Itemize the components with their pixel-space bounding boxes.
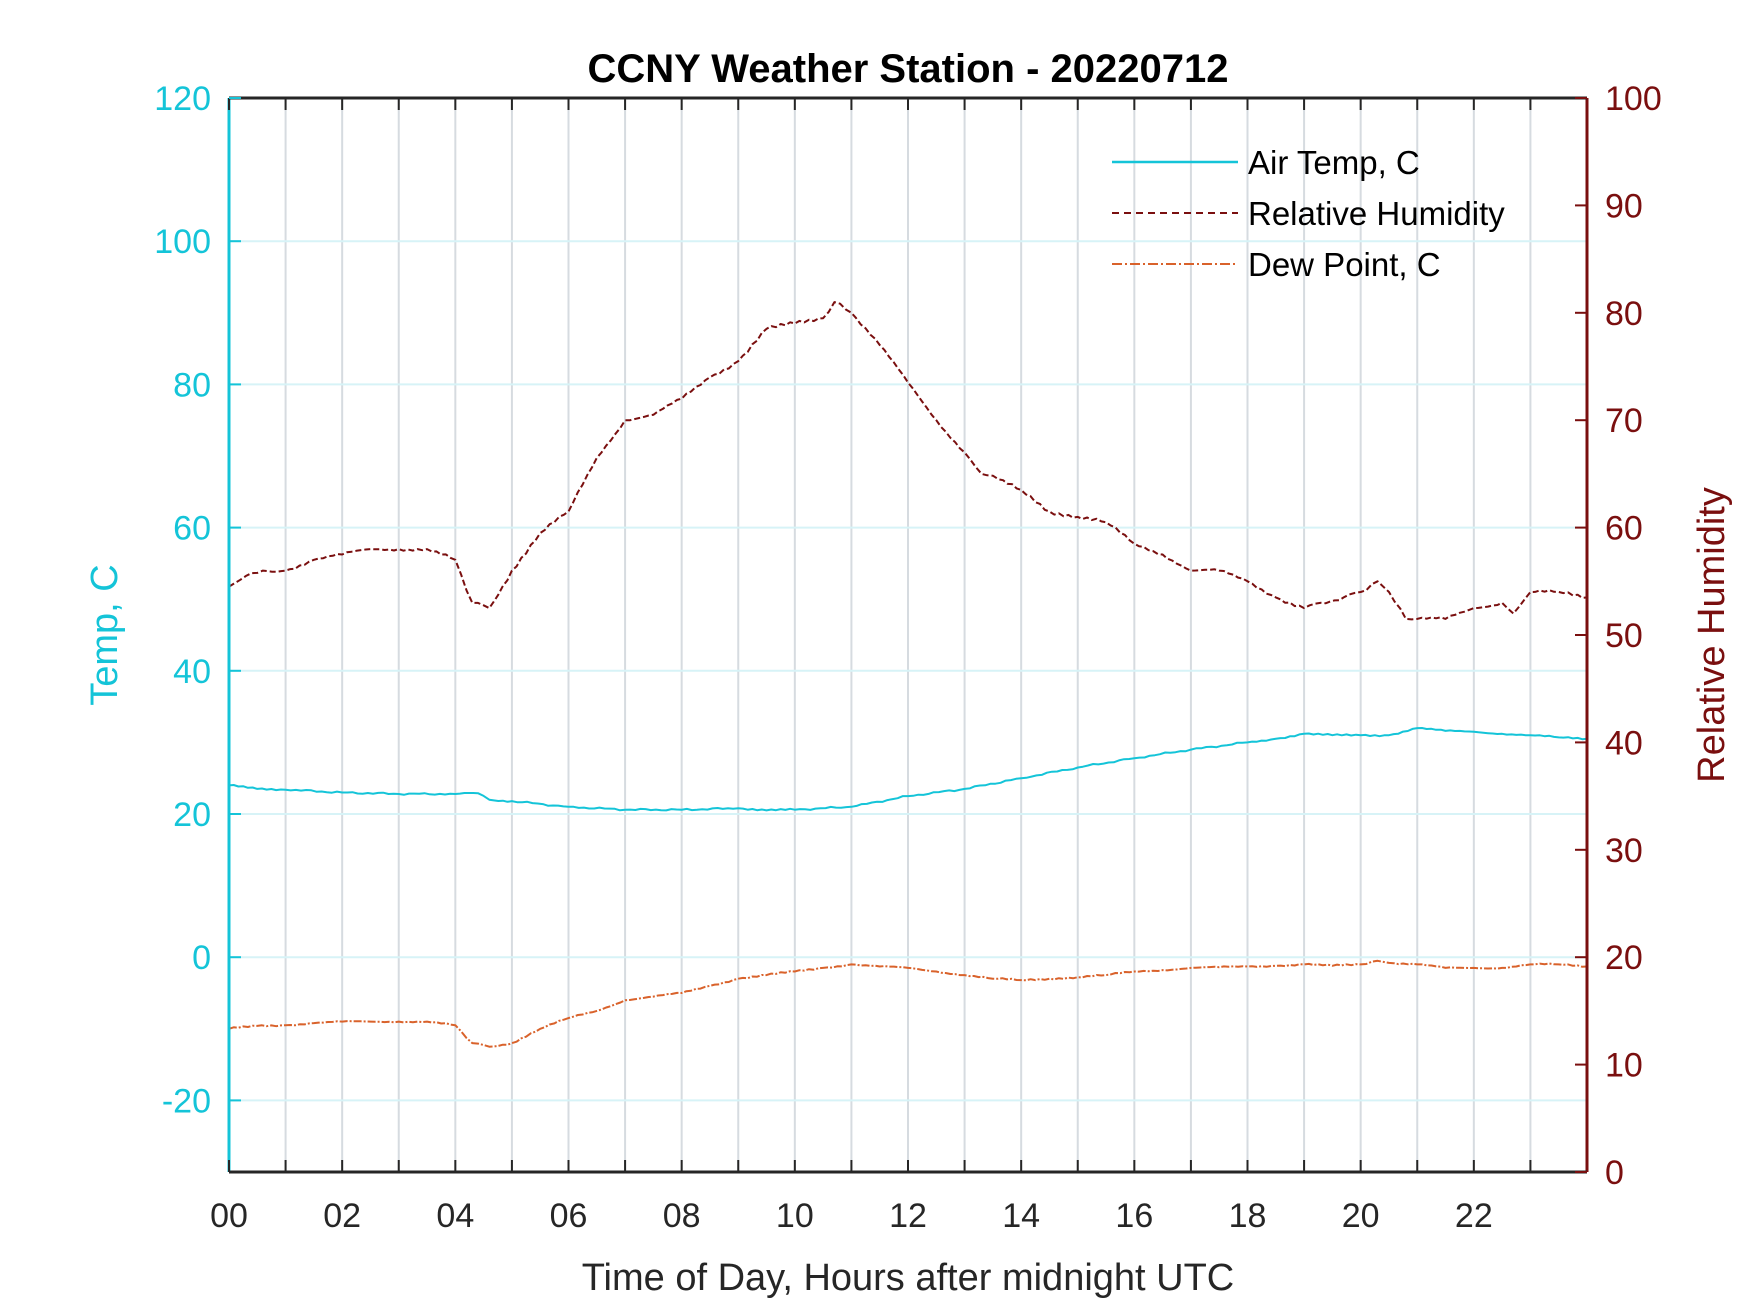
x-tick-label: 10	[776, 1197, 814, 1235]
left-tick-label: 80	[173, 366, 211, 404]
series-layer	[228, 301, 1588, 1048]
left-tick-label: 100	[154, 223, 211, 261]
x-tick-label: 14	[1002, 1197, 1040, 1235]
right-tick-label: 60	[1605, 510, 1643, 548]
x-tick-label: 20	[1342, 1197, 1380, 1235]
left-tick-label: 0	[192, 939, 211, 977]
x-tick-label: 18	[1229, 1197, 1267, 1235]
right-tick-label: 100	[1605, 80, 1662, 118]
right-tick-label: 30	[1605, 832, 1643, 870]
left-tick-label: 120	[154, 80, 211, 118]
chart-title: CCNY Weather Station - 20220712	[588, 47, 1229, 91]
left-tick-label: 60	[173, 510, 211, 548]
series-line-1	[228, 301, 1588, 621]
x-tick-label: 22	[1455, 1197, 1493, 1235]
x-axis-label: Time of Day, Hours after midnight UTC	[582, 1257, 1235, 1299]
x-tick-label: 06	[550, 1197, 588, 1235]
grid	[229, 98, 1587, 1172]
right-tick-label: 20	[1605, 939, 1643, 977]
series-line-2	[228, 959, 1588, 1048]
right-axis-label: Relative Humidity	[1691, 487, 1733, 783]
series-line-0	[228, 727, 1588, 812]
right-tick-label: 10	[1605, 1047, 1643, 1085]
legend: Air Temp, C Relative Humidity Dew Point,…	[1112, 144, 1505, 283]
legend-label-relative-humidity: Relative Humidity	[1248, 195, 1505, 232]
right-tick-label: 50	[1605, 617, 1643, 655]
x-tick-label: 12	[889, 1197, 927, 1235]
x-tick-label: 16	[1115, 1197, 1153, 1235]
x-tick-label: 00	[210, 1197, 248, 1235]
ticks: 00 02 04 06 08 10 12 14 16 18 20 22-200204060801001…	[154, 80, 1661, 1235]
right-tick-label: 90	[1605, 187, 1643, 225]
left-tick-label: 40	[173, 653, 211, 691]
legend-label-air-temp: Air Temp, C	[1248, 144, 1420, 181]
legend-label-dew-point: Dew Point, C	[1248, 246, 1441, 283]
x-tick-label: 08	[663, 1197, 701, 1235]
right-tick-label: 40	[1605, 724, 1643, 762]
right-tick-label: 0	[1605, 1154, 1624, 1192]
x-tick-label: 02	[323, 1197, 361, 1235]
left-tick-label: 20	[173, 796, 211, 834]
right-tick-label: 80	[1605, 295, 1643, 333]
left-axis-label: Temp, C	[84, 564, 126, 705]
left-tick-label: -20	[162, 1082, 211, 1120]
x-tick-label: 04	[436, 1197, 474, 1235]
right-tick-label: 70	[1605, 402, 1643, 440]
